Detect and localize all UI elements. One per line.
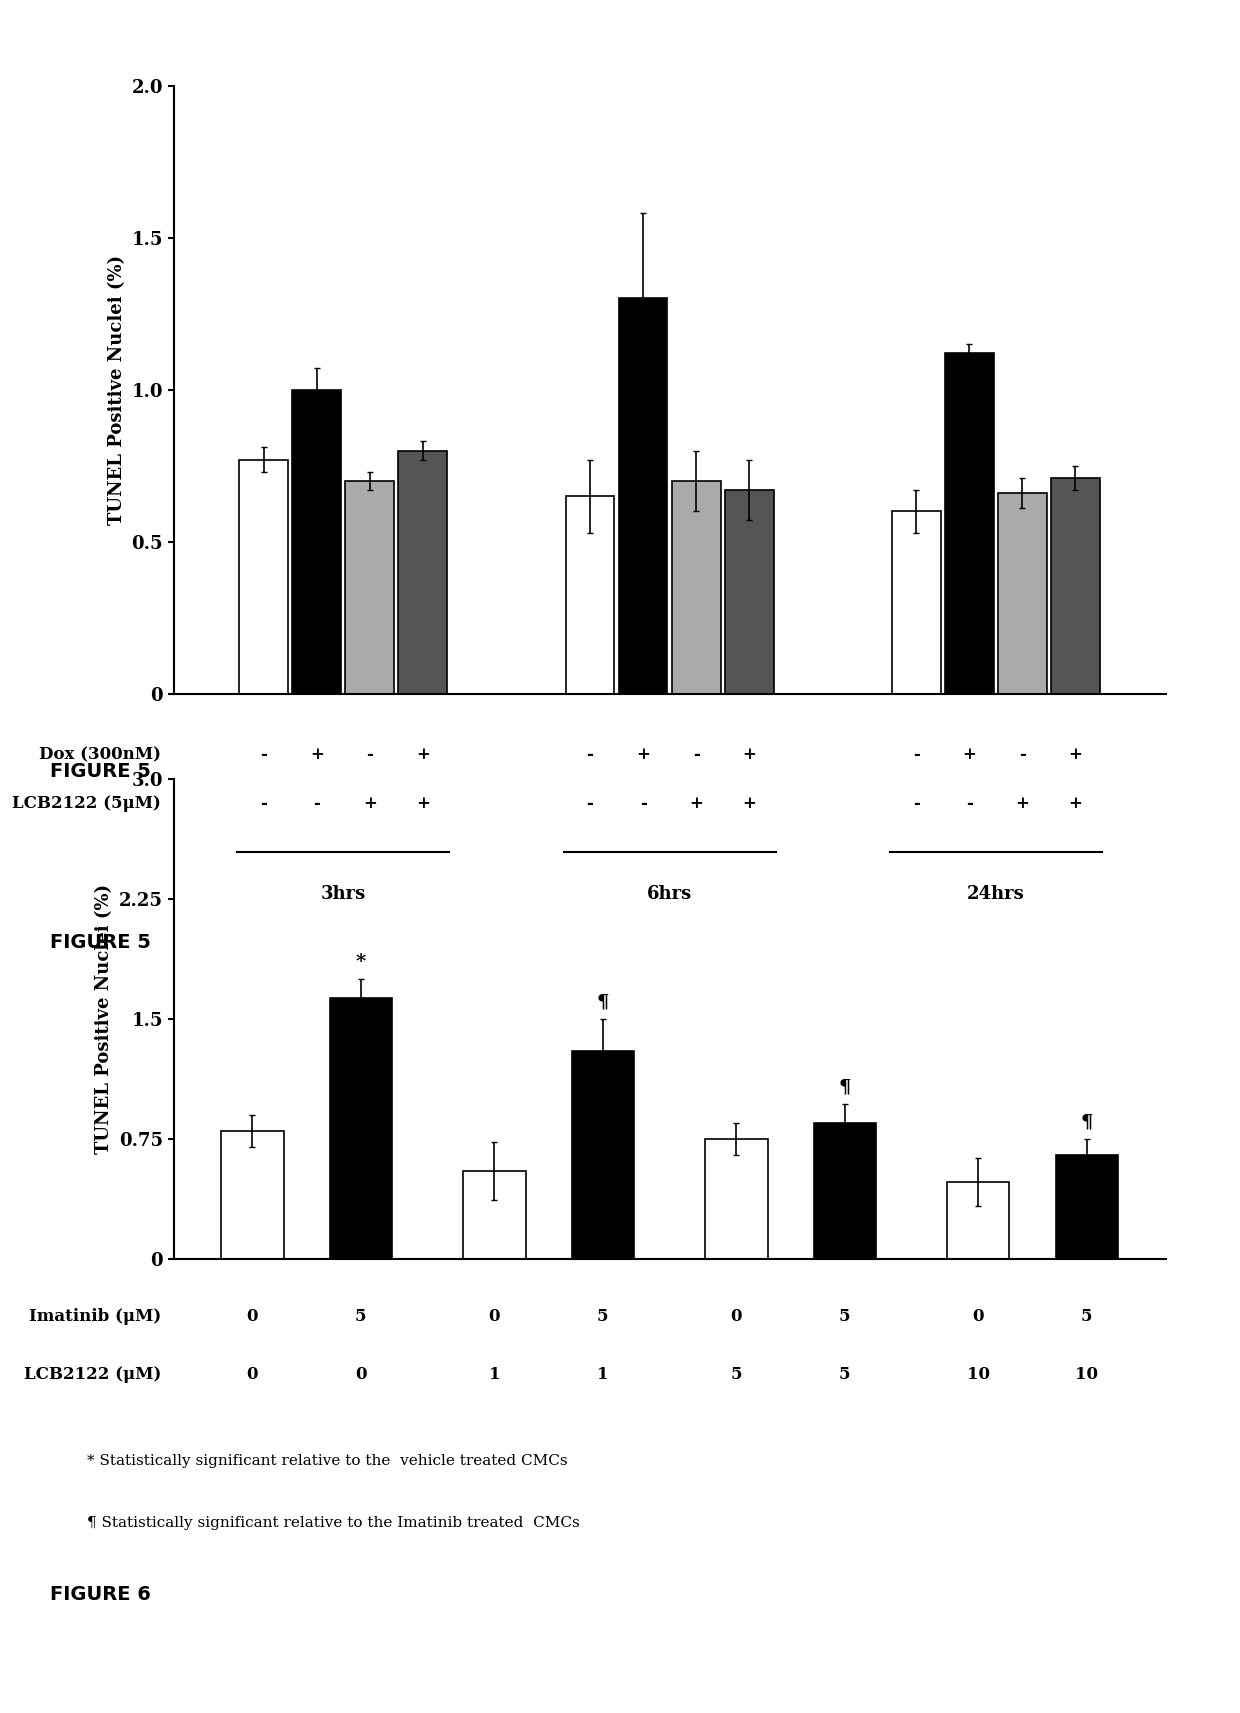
Text: FIGURE 6: FIGURE 6 [50,1585,150,1605]
Bar [221,1131,284,1259]
Bar [892,510,941,694]
Text: 0: 0 [355,1365,367,1382]
Text: 6hrs: 6hrs [647,886,692,903]
Text: LCB2122 (5μM): LCB2122 (5μM) [12,795,161,812]
Text: -: - [314,795,320,812]
Text: 5: 5 [730,1365,742,1382]
Text: -: - [966,795,973,812]
Text: 0: 0 [247,1309,258,1326]
Bar [813,1124,875,1259]
Bar [572,1052,634,1259]
Text: +: + [415,795,430,812]
Text: ¶: ¶ [1080,1113,1092,1131]
Text: 0: 0 [489,1309,500,1326]
Text: 1: 1 [489,1365,500,1382]
Bar [706,1139,768,1259]
Bar [398,451,448,694]
Text: 5: 5 [839,1309,851,1326]
Text: 10: 10 [967,1365,990,1382]
Text: FIGURE 5: FIGURE 5 [50,934,150,952]
Text: 10: 10 [1075,1365,1099,1382]
Text: +: + [636,747,650,762]
Bar [346,481,394,694]
Text: ¶: ¶ [596,994,609,1011]
Text: -: - [260,795,267,812]
Text: +: + [363,795,377,812]
Text: 5: 5 [839,1365,851,1382]
Text: +: + [1069,747,1083,762]
Text: ¶ Statistically significant relative to the Imatinib treated  CMCs: ¶ Statistically significant relative to … [87,1516,579,1530]
Text: -: - [587,795,594,812]
Text: +: + [689,795,703,812]
Text: Dox (300nM): Dox (300nM) [40,747,161,762]
Text: LCB2122 (μM): LCB2122 (μM) [24,1365,161,1382]
Y-axis label: TUNEL Positive Nuclei (%): TUNEL Positive Nuclei (%) [108,255,126,524]
Text: +: + [962,747,976,762]
Y-axis label: TUNEL Positive Nuclei (%): TUNEL Positive Nuclei (%) [95,884,114,1155]
Text: 0: 0 [247,1365,258,1382]
Text: +: + [743,747,756,762]
Text: -: - [640,795,646,812]
Text: ¶: ¶ [838,1077,851,1096]
Text: +: + [310,747,324,762]
Text: 5: 5 [598,1309,609,1326]
Bar [619,298,667,694]
Text: 3hrs: 3hrs [321,886,366,903]
Bar [330,999,392,1259]
Text: -: - [1019,747,1025,762]
Text: 0: 0 [730,1309,742,1326]
Text: Imatinib (μM): Imatinib (μM) [29,1309,161,1326]
Text: -: - [693,747,699,762]
Text: * Statistically significant relative to the  vehicle treated CMCs: * Statistically significant relative to … [87,1454,568,1468]
Text: 0: 0 [972,1309,985,1326]
Bar [998,493,1047,694]
Text: 24hrs: 24hrs [967,886,1024,903]
Text: -: - [260,747,267,762]
Text: 1: 1 [598,1365,609,1382]
Text: +: + [1016,795,1029,812]
Text: *: * [356,952,366,971]
Bar [672,481,720,694]
Bar [724,490,774,694]
Text: FIGURE 5: FIGURE 5 [50,762,150,781]
Bar [464,1172,526,1259]
Bar [1052,478,1100,694]
Bar [1055,1155,1118,1259]
Text: -: - [913,795,920,812]
Text: +: + [1069,795,1083,812]
Text: +: + [743,795,756,812]
Text: -: - [913,747,920,762]
Text: -: - [366,747,373,762]
Text: +: + [415,747,430,762]
Text: 5: 5 [1081,1309,1092,1326]
Bar [945,353,993,694]
Bar [239,459,288,694]
Text: 5: 5 [355,1309,367,1326]
Text: -: - [587,747,594,762]
Bar [293,391,341,694]
Bar [565,497,615,694]
Bar [947,1182,1009,1259]
